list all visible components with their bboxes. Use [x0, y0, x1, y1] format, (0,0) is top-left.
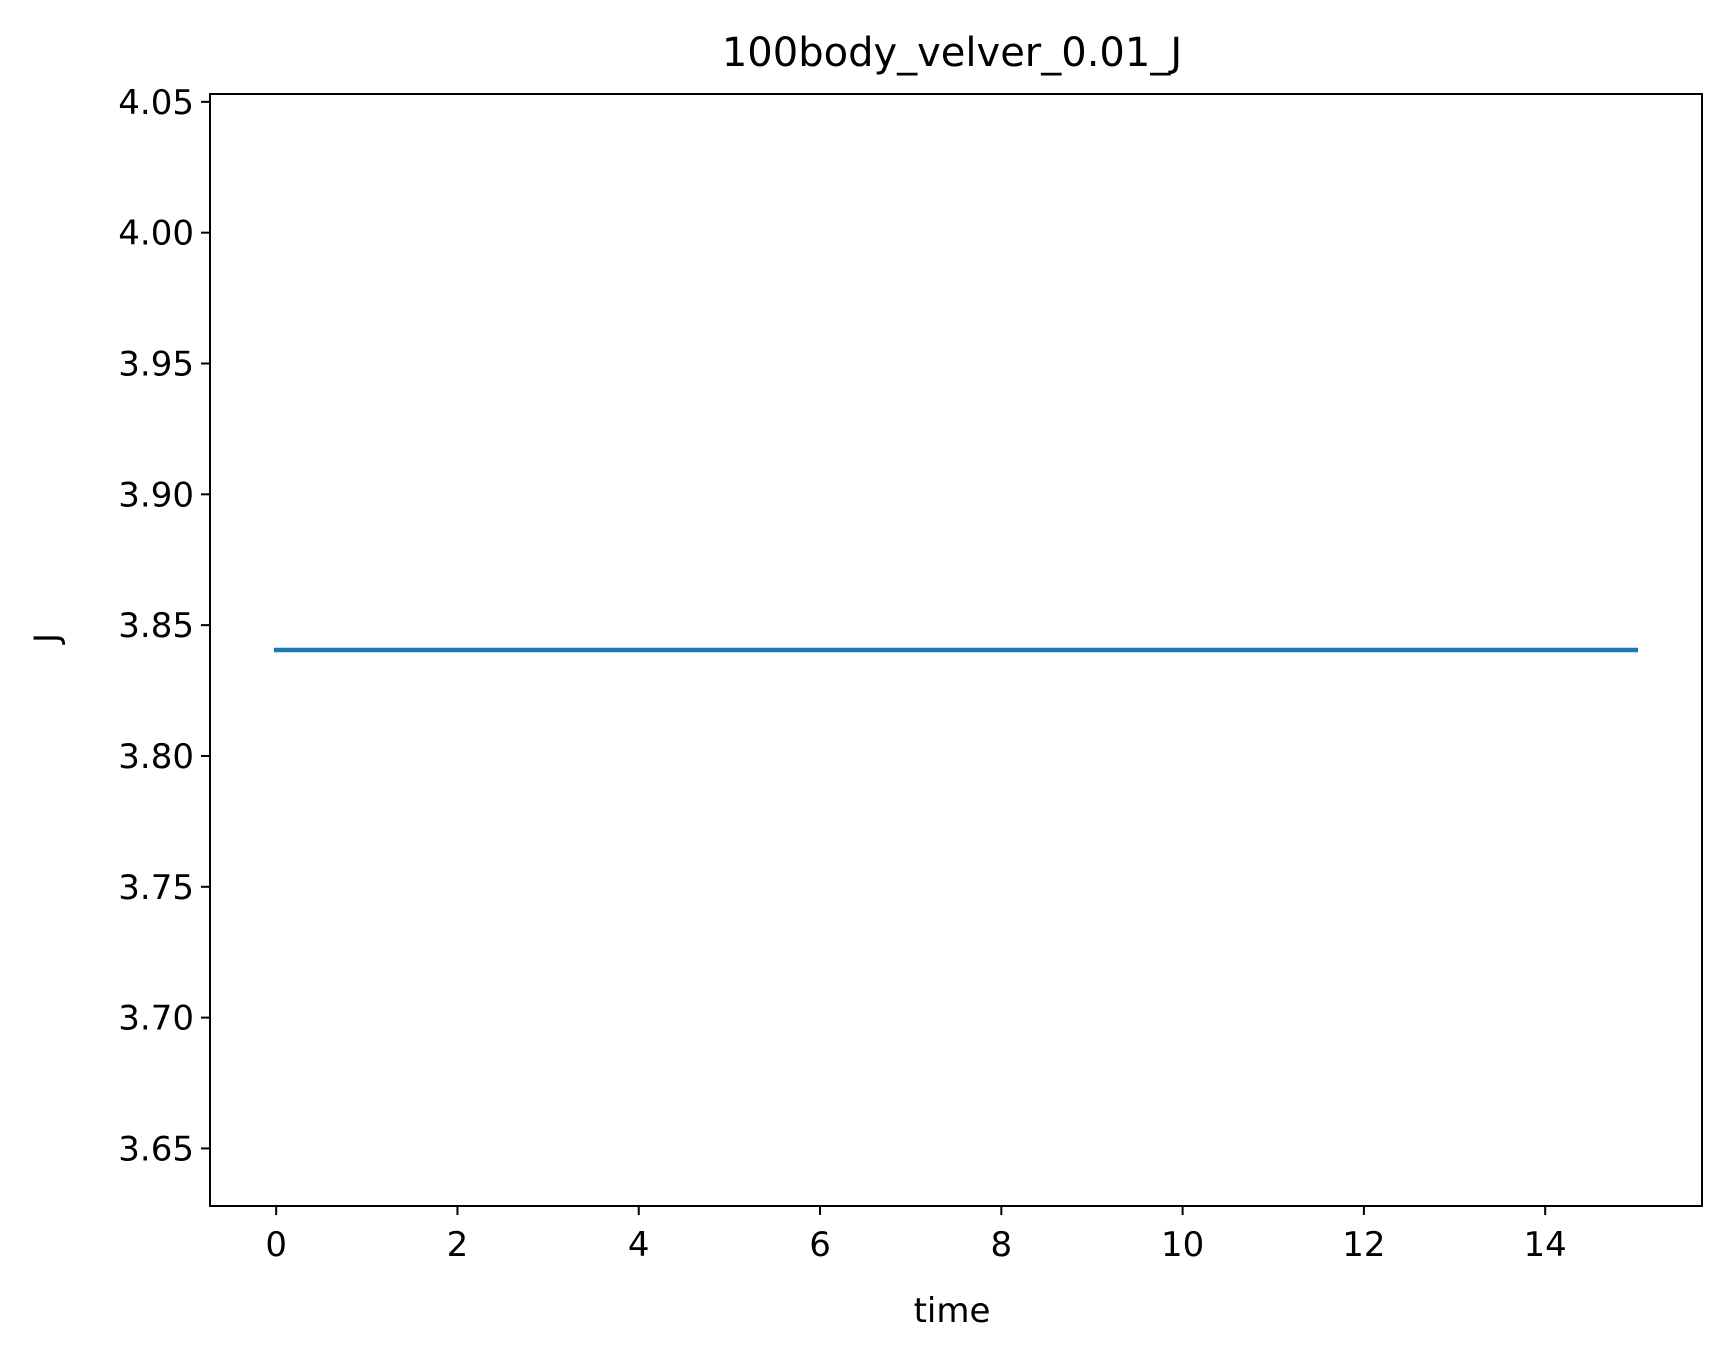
x-tick-label: 12	[1342, 1225, 1385, 1265]
x-tick-label: 4	[628, 1225, 650, 1265]
y-axis-title: J	[27, 633, 67, 645]
x-axis-ticks: 0 2 4 6 8 10 12 14	[265, 1206, 1567, 1265]
y-axis-ticks: 3.65 3.70 3.75 3.80 3.85 3.90 3.95 4.00 4.05	[118, 83, 210, 1169]
y-tick-label: 3.85	[118, 606, 194, 646]
y-tick-label: 3.95	[118, 344, 194, 384]
x-tick-label: 8	[991, 1225, 1013, 1265]
y-tick-label: 4.05	[118, 83, 194, 123]
y-tick-label: 3.70	[118, 999, 194, 1039]
y-tick-label: 4.00	[118, 214, 194, 254]
chart-title: 100body_velver_0.01_J	[722, 30, 1182, 76]
x-tick-label: 0	[265, 1225, 287, 1265]
y-tick-label: 3.80	[118, 737, 194, 777]
x-tick-label: 10	[1161, 1225, 1204, 1265]
y-tick-label: 3.75	[118, 868, 194, 908]
x-tick-label: 6	[809, 1225, 831, 1265]
x-axis-title: time	[914, 1291, 991, 1331]
y-tick-label: 3.65	[118, 1129, 194, 1169]
x-tick-label: 2	[447, 1225, 469, 1265]
x-tick-label: 14	[1524, 1225, 1567, 1265]
plot-area-frame	[209, 93, 1703, 1207]
y-tick-label: 3.90	[118, 475, 194, 515]
